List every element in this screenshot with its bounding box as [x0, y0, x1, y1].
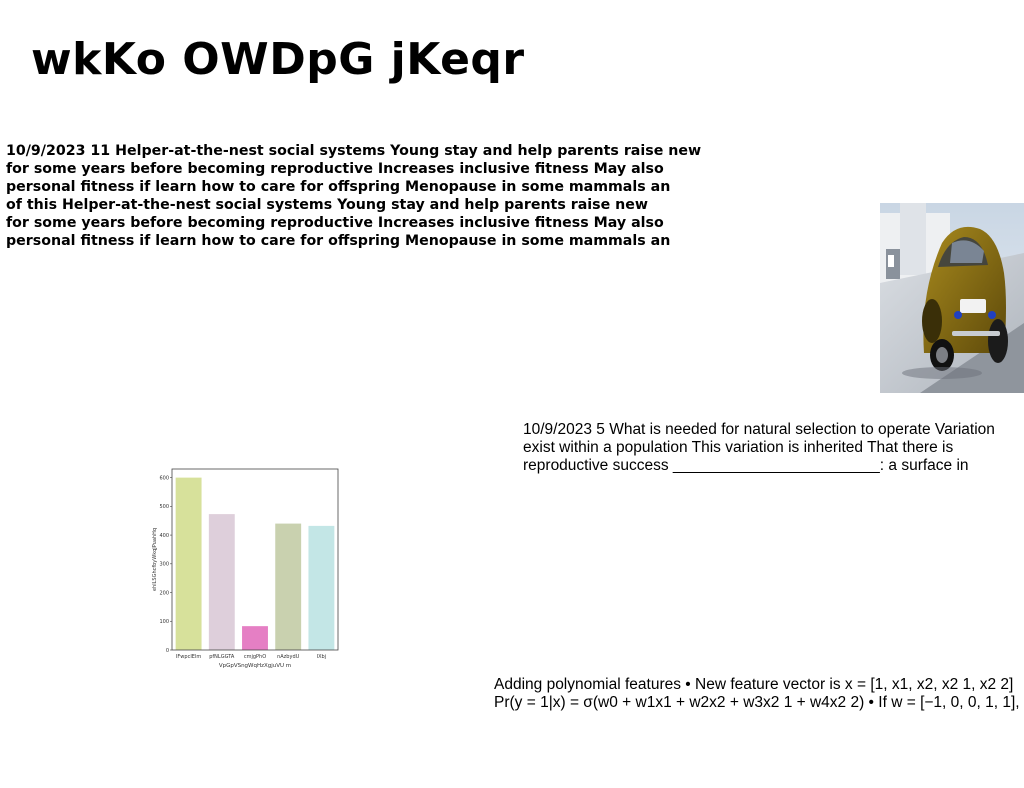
x-tick-label: cmjgPhO — [244, 654, 266, 660]
text-line: reproductive success ___________________… — [523, 457, 969, 474]
bar — [308, 525, 335, 650]
plot-frame — [171, 468, 339, 651]
bar — [175, 477, 202, 650]
x-tick-label: IXbj — [317, 654, 326, 660]
y-axis-label: ehlLSGhcfbyWkqJPuahHq — [152, 528, 158, 591]
bar — [242, 626, 268, 650]
car-photo — [880, 203, 1024, 393]
bar-chart: IFwpcIElm pfNLGGTA cmjgPhO nAzbydU IXbj 0 100 2… — [150, 460, 350, 675]
y-tick-label: 400 — [159, 533, 169, 539]
bar — [208, 514, 235, 650]
text-line: Pr(y = 1|x) = σ(w0 + w1x1 + w2x2 + w3x2 … — [494, 694, 1020, 711]
axes-group: IFwpcIElm pfNLGGTA cmjgPhO nAzbydU IXbj 0 100 2… — [159, 468, 339, 660]
bold-text-block: 10/9/2023 11 Helper-at-the-nest social s… — [6, 142, 736, 250]
natural-selection-text: 10/9/2023 5 What is needed for natural s… — [523, 421, 1023, 475]
car-illustration — [880, 203, 1024, 393]
bars-group — [175, 477, 335, 650]
text-line: personal fitness if learn how to care fo… — [6, 179, 671, 195]
text-line: for some years before becoming reproduct… — [6, 215, 664, 231]
text-line: 10/9/2023 5 What is needed for natural s… — [523, 421, 995, 438]
polynomial-features-text: Adding polynomial features • New feature… — [494, 676, 1024, 712]
y-tick-label: 100 — [159, 619, 169, 625]
x-axis-label: VpGpVSngWqHzXgjuVU m — [219, 663, 291, 669]
text-line: personal fitness if learn how to care fo… — [6, 233, 671, 249]
bar-chart-svg: IFwpcIElm pfNLGGTA cmjgPhO nAzbydU IXbj 0 100 2… — [152, 468, 339, 669]
text-line: of this Helper-at-the-nest social system… — [6, 197, 648, 213]
x-tick-label: pfNLGGTA — [209, 654, 235, 660]
bar — [275, 523, 302, 650]
y-tick-label: 300 — [159, 562, 169, 568]
y-tick-label: 500 — [159, 504, 169, 510]
x-tick-label: nAzbydU — [277, 654, 300, 660]
text-line: for some years before becoming reproduct… — [6, 161, 664, 177]
y-tick-label: 600 — [159, 475, 169, 481]
text-line: 10/9/2023 11 Helper-at-the-nest social s… — [6, 143, 702, 159]
y-tick-label: 200 — [159, 590, 169, 596]
y-tick-label: 0 — [166, 648, 169, 654]
text-line: Adding polynomial features • New feature… — [494, 676, 1014, 693]
x-tick-label: IFwpcIElm — [176, 654, 201, 660]
text-line: exist within a population This variation… — [523, 439, 954, 456]
page-title: wkKo OWDpG jKeqr — [31, 34, 525, 85]
